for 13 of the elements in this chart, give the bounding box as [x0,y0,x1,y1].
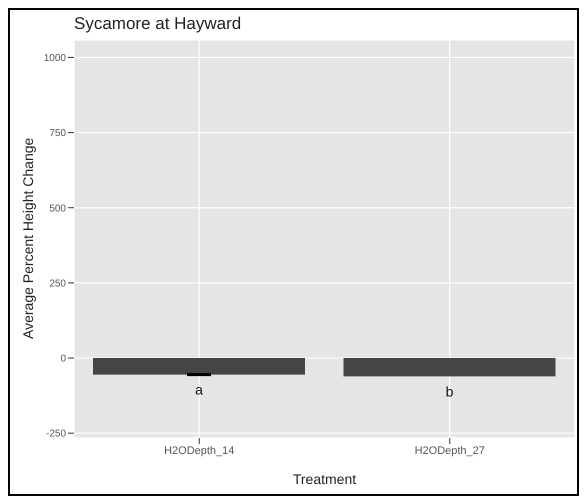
annotation: a [195,382,204,398]
annotation: b [446,383,454,400]
x-tick-label: H2ODepth_27 [414,444,485,457]
x-axis-title: Treatment [292,471,356,487]
chart-title: Sycamore at Hayward [74,14,242,34]
y-tick-label: 500 [49,203,66,214]
y-tick-label: -250 [46,428,66,440]
x-tick-label: H2ODepth_14 [164,444,234,457]
y-axis-title: Average Percent Height Change [20,137,36,339]
y-tick-label: 250 [49,278,66,290]
y-tick-label: 0 [60,354,66,365]
y-tick-label: 1000 [44,52,66,64]
y-tick-label: 750 [49,128,66,140]
